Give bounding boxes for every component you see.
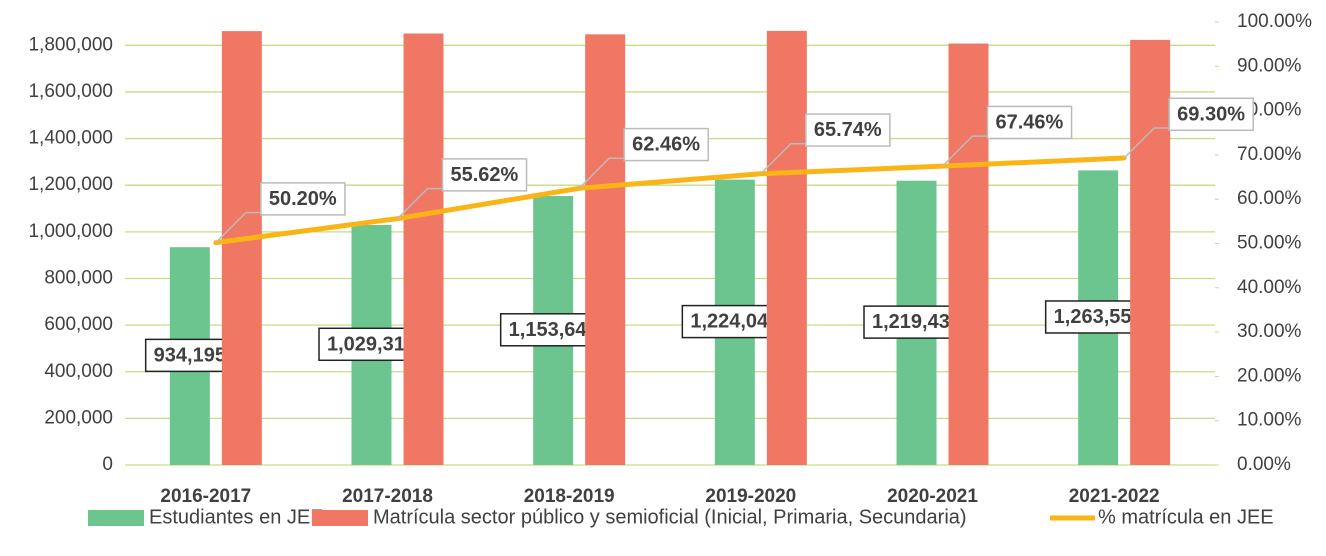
bar [403, 33, 444, 465]
y-tick-label: 1,400,000 [28, 128, 113, 149]
bar [221, 31, 262, 466]
data-label-text: 55.62% [451, 164, 519, 186]
bar [766, 30, 807, 466]
data-label-text: 1,029,313 [327, 333, 416, 355]
data-label-text: 50.20% [269, 188, 337, 210]
y-tick-label: 600,000 [44, 314, 113, 335]
data-label-box [623, 127, 709, 162]
y2-tick-label: 40.00% [1237, 277, 1302, 298]
bar [1130, 39, 1171, 466]
data-label: 1,219,434 [863, 305, 971, 339]
data-label-text: 1,224,042 [690, 311, 779, 333]
legend-label: % matrícula en JEE [1098, 506, 1274, 528]
data-label: 65.74% [760, 113, 891, 175]
leader-line [1123, 127, 1170, 159]
bar [948, 43, 989, 466]
legend-swatch [312, 510, 368, 526]
data-label-text: 934,195 [154, 344, 226, 366]
y2-tick-label: 50.00% [1237, 233, 1302, 254]
y2-tick-label: 60.00% [1237, 188, 1302, 209]
leader-line [396, 187, 443, 220]
x-tick-label: 2017-2018 [342, 486, 433, 507]
data-label-box [1168, 97, 1254, 132]
data-label-text: 62.46% [632, 134, 700, 156]
y-tick-label: 800,000 [44, 267, 113, 288]
y-tick-label: 1,600,000 [28, 81, 113, 102]
legend-label: Estudiantes en JEE [149, 506, 324, 528]
data-label-box [144, 338, 235, 373]
data-label-text: 69.30% [1177, 103, 1245, 125]
data-label: 67.46% [941, 105, 1073, 167]
y-tick-label: 0 [102, 454, 113, 475]
y2-tick-label: 0.00% [1237, 454, 1291, 475]
x-tick-label: 2019-2020 [705, 486, 796, 507]
data-label-text: 1,263,557 [1054, 306, 1143, 328]
data-label: 1,029,313 [318, 327, 425, 362]
bar [585, 34, 626, 466]
data-label-box [260, 182, 346, 216]
line [213, 155, 1127, 246]
y-tick-label: 200,000 [44, 407, 113, 428]
y-tick-label: 1,800,000 [28, 34, 113, 55]
y-tick-label: 1,200,000 [28, 174, 113, 195]
leader-line [941, 135, 988, 167]
data-label-box [805, 113, 891, 147]
data-label: 934,195 [144, 338, 235, 373]
leader-line [578, 157, 625, 189]
y-tick-label: 400,000 [44, 361, 113, 382]
leader-line [760, 143, 806, 175]
y2-tick-label: 10.00% [1237, 410, 1302, 431]
data-label: 62.46% [578, 127, 709, 189]
legend-label: Matrícula sector público y semioficial (… [373, 506, 967, 528]
x-tick-label: 2020-2021 [887, 486, 978, 507]
y2-tick-label: 30.00% [1237, 321, 1302, 342]
y2-tick-label: 90.00% [1237, 55, 1302, 76]
y2-tick-label: 70.00% [1237, 144, 1302, 165]
x-tick-label: 2018-2019 [524, 486, 615, 507]
x-tick-label: 2021-2022 [1069, 486, 1160, 507]
data-label-box [986, 105, 1073, 140]
y2-tick-label: 100.00% [1237, 11, 1312, 32]
data-label-text: 65.74% [814, 119, 882, 141]
data-label: 69.30% [1123, 97, 1254, 159]
data-label: 55.62% [396, 158, 528, 220]
data-label-text: 67.46% [996, 111, 1064, 133]
data-label: 50.20% [215, 182, 346, 244]
data-label-text: 1,153,640 [509, 319, 598, 341]
data-label-text: 1,219,434 [872, 311, 962, 333]
legend-swatch [88, 510, 144, 526]
y-tick-label: 1,000,000 [28, 221, 113, 242]
x-tick-label: 2016-2017 [160, 486, 251, 507]
data-label-box [441, 158, 528, 192]
leader-line [215, 211, 261, 244]
y2-tick-label: 20.00% [1237, 365, 1302, 386]
